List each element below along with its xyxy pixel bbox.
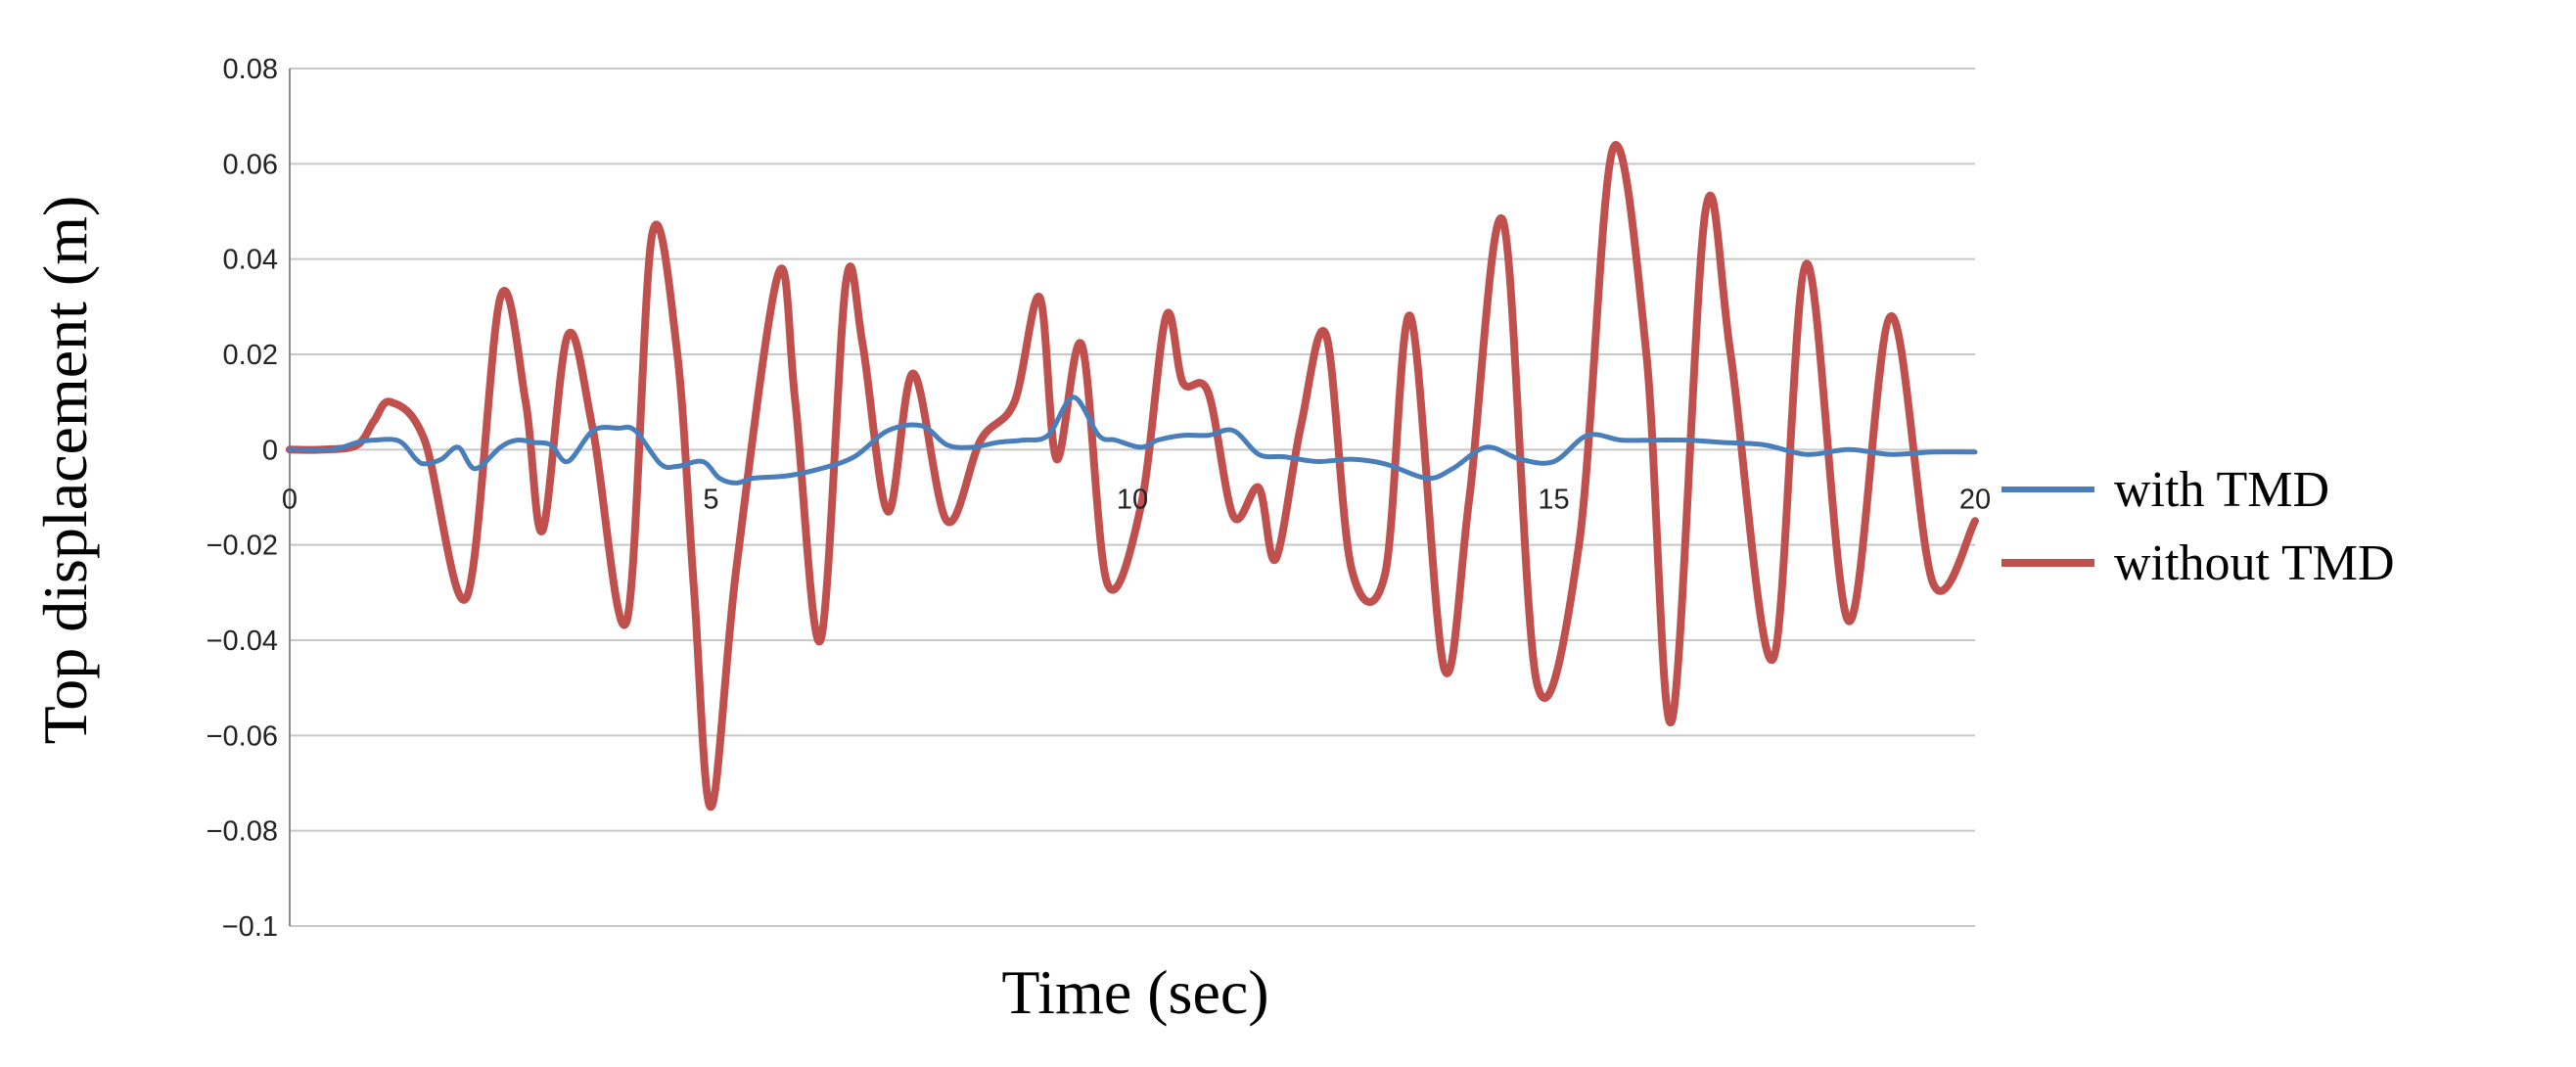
y-tick-label: 0.02	[223, 340, 278, 371]
x-tick-label: 10	[1117, 484, 1148, 515]
series-line-with-tmd	[287, 394, 1978, 486]
y-tick-label: −0.02	[207, 531, 278, 562]
y-axis-title: Top displacement (m)	[30, 196, 100, 745]
legend-label: with TMD	[2114, 462, 2329, 518]
legend: with TMD without TMD	[2001, 462, 2395, 591]
x-axis-title: Time (sec)	[1001, 957, 1268, 1027]
y-tick-label: 0	[262, 435, 278, 466]
y-tick-label: −0.1	[222, 911, 278, 943]
y-tick-labels: 0.08 0.06 0.04 0.02 0 −0.02 −0.04 −0.06 −0.08 −0.…	[207, 54, 278, 943]
series-layer	[286, 141, 1979, 812]
x-tick-label: 20	[1959, 484, 1991, 515]
y-tick-label: −0.04	[207, 626, 278, 657]
x-tick-label: 15	[1538, 484, 1569, 515]
y-tick-label: 0.08	[223, 54, 278, 85]
x-tick-labels: 0 5 10 15 20	[282, 484, 1991, 515]
y-tick-label: 0.06	[223, 149, 278, 180]
x-tick-label: 0	[282, 484, 298, 515]
y-tick-label: 0.04	[223, 245, 278, 276]
x-tick-label: 5	[703, 484, 718, 515]
y-tick-label: −0.06	[207, 720, 278, 752]
legend-label: without TMD	[2114, 535, 2395, 591]
y-tick-label: −0.08	[207, 816, 278, 848]
series-line-without-tmd	[286, 141, 1979, 812]
